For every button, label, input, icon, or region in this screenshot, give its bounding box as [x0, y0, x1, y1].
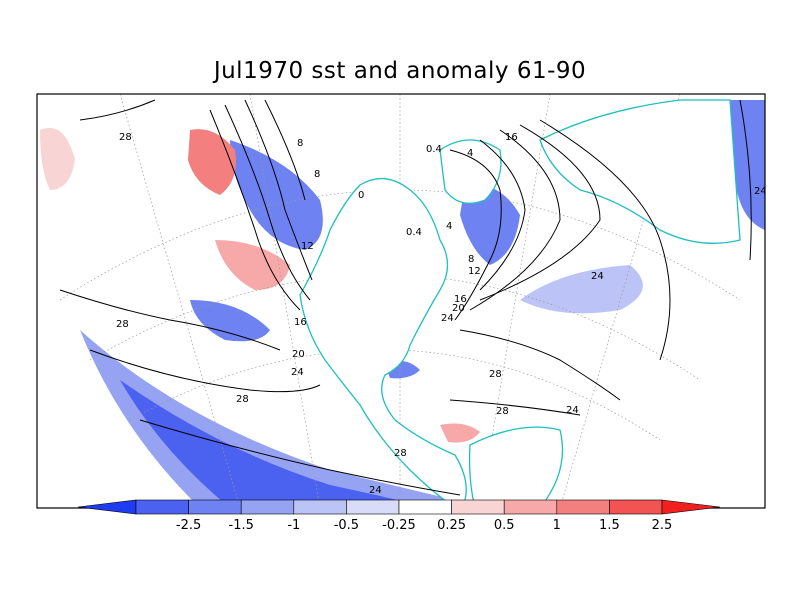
south-america-coast [468, 426, 564, 508]
colorbar-segment [293, 499, 347, 515]
positive-anomaly-caribbean [440, 423, 480, 443]
contour-label: 4 [446, 221, 452, 232]
contour-label: 24 [441, 313, 454, 324]
contour-label: 8 [468, 254, 474, 265]
chart-title: Jul1970 sst and anomaly 61-90 [213, 58, 587, 84]
north-america-coast [299, 178, 467, 508]
contour-label: 24 [591, 271, 604, 282]
contour-labels: 28 28 24 24 28 28 24 20 16 12 8 8 16 8 1… [116, 132, 767, 496]
colorbar-tick-label: -0.5 [334, 518, 359, 533]
contour-label: 28 [236, 394, 249, 405]
colorbar-tick-label: -2.5 [176, 518, 201, 533]
colorbar-segment [556, 499, 610, 515]
colorbar-segment [135, 499, 189, 515]
colorbar: -2.5 -1.5 -1 -0.5 -0.25 0.25 0.5 1 1.5 2.5 [77, 499, 721, 533]
contour-label: 28 [116, 319, 129, 330]
colorbar-segment [398, 499, 452, 515]
contour-label: 0.4 [426, 144, 442, 155]
contour-label: 24 [754, 186, 767, 197]
sst-contours [59, 99, 752, 496]
colorbar-tick-label: -1 [287, 518, 300, 533]
colorbar-tick-label: 0.25 [437, 518, 466, 533]
colorbar-upper-triangle [661, 499, 721, 515]
negative-anomaly-pacific-nw [230, 140, 323, 250]
contour-label: 20 [292, 349, 305, 360]
contour-label: 0.4 [406, 227, 422, 238]
colorbar-segment [609, 499, 663, 515]
contour-label: 16 [454, 294, 467, 305]
contour-label: 24 [369, 485, 382, 496]
positive-anomaly-pacific [215, 240, 290, 290]
colorbar-tick-label: -0.25 [382, 518, 416, 533]
colorbar-tick-label: 0.5 [494, 518, 515, 533]
contour-label: 24 [291, 367, 304, 378]
negative-anomaly-europe [729, 100, 765, 230]
contour-label: 12 [301, 241, 314, 252]
colorbar-tick-label: 1 [553, 518, 561, 533]
contour-label: 28 [489, 369, 502, 380]
negative-anomaly-core-south [120, 380, 430, 508]
colorbar-segment [240, 499, 295, 515]
colorbar-lower-triangle [77, 499, 137, 515]
contour-label: 28 [394, 448, 407, 459]
colorbar-tick-label: 1.5 [599, 518, 620, 533]
colorbar-segment [503, 499, 558, 515]
negative-anomaly-pacific-mid [190, 300, 270, 342]
contour-label: 28 [119, 132, 132, 143]
coastlines [299, 99, 741, 508]
colorbar-tick-label: -1.5 [229, 518, 254, 533]
contour-label: 8 [297, 138, 303, 149]
negative-anomaly-band-south [80, 330, 455, 508]
contour-label: 24 [566, 405, 579, 416]
contour-label: 16 [505, 132, 518, 143]
negative-anomaly-labrador [460, 184, 520, 265]
contour-label: 0 [358, 190, 364, 201]
contour-label: 12 [468, 266, 481, 277]
colorbar-segment [188, 499, 242, 515]
contour-label: 20 [452, 303, 465, 314]
negative-anomaly-atlantic [520, 265, 643, 314]
anomaly-shading [40, 100, 765, 508]
greenland-coast [439, 139, 502, 204]
eurasia-coast [539, 99, 741, 244]
colorbar-segment [346, 499, 400, 515]
contour-label: 4 [467, 148, 473, 159]
colorbar-tick-label: 2.5 [652, 518, 673, 533]
contour-label: 16 [294, 317, 307, 328]
contour-label: 28 [496, 406, 509, 417]
colorbar-segment [451, 499, 505, 515]
contour-label: 8 [314, 169, 320, 180]
positive-anomaly-west-pacific [40, 128, 75, 190]
